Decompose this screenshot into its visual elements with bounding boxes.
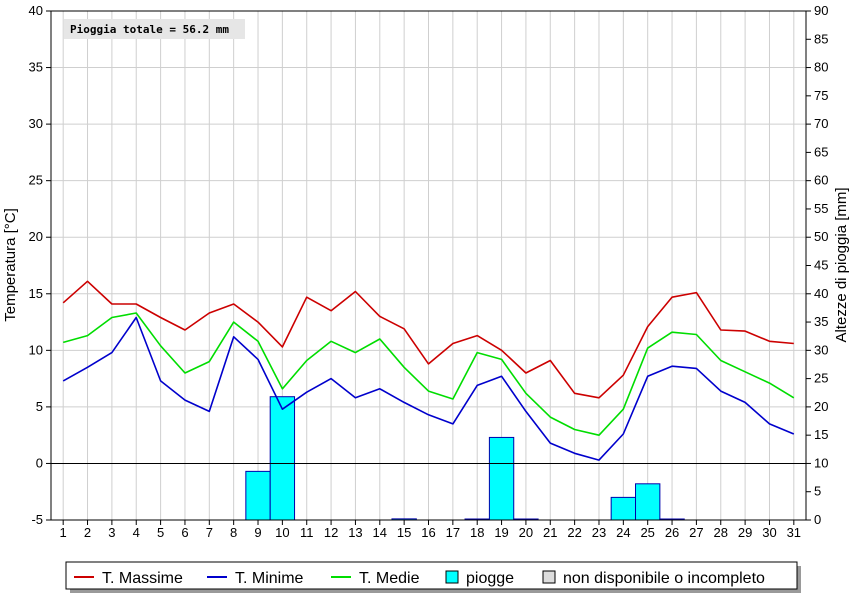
legend-swatch-non-disponibile-o-incompleto: [542, 570, 556, 584]
rain-bar: [269, 396, 296, 521]
x-tick-label: 27: [689, 525, 703, 540]
rain-bar: [488, 436, 515, 521]
x-tick-label: 4: [133, 525, 140, 540]
y-right-tick-label: 60: [814, 173, 828, 188]
annotation-text: Pioggia totale = 56.2 mm: [70, 23, 229, 36]
x-tick-label: 2: [84, 525, 91, 540]
y-right-tick-label: 30: [814, 342, 828, 357]
y-right-tick-label: 85: [814, 31, 828, 46]
legend-label-t-minime: T. Minime: [235, 570, 304, 587]
y-left-tick-label: 35: [29, 60, 43, 75]
y-right-tick-label: 70: [814, 116, 828, 131]
x-tick-label: 6: [181, 525, 188, 540]
y-right-tick-label: 35: [814, 314, 828, 329]
x-tick-label: 16: [421, 525, 435, 540]
x-tick-label: 5: [157, 525, 164, 540]
x-tick-label: 10: [275, 525, 289, 540]
y-right-tick-label: 25: [814, 371, 828, 386]
legend-label-t-medie: T. Medie: [359, 570, 420, 587]
y-left-tick-label: 30: [29, 116, 43, 131]
x-tick-label: 20: [519, 525, 533, 540]
y-right-tick-label: 90: [814, 3, 828, 18]
x-tick-label: 29: [738, 525, 752, 540]
y-left-tick-label: -5: [31, 512, 43, 527]
x-tick-label: 1: [60, 525, 67, 540]
y-left-tick-label: 25: [29, 173, 43, 188]
x-tick-label: 31: [787, 525, 801, 540]
x-tick-label: 9: [254, 525, 261, 540]
x-tick-label: 21: [543, 525, 557, 540]
y-right-tick-label: 5: [814, 484, 821, 499]
x-tick-label: 13: [348, 525, 362, 540]
series-line-t-massime: [62, 280, 794, 399]
rain-bar: [635, 483, 661, 521]
rain-bar: [610, 496, 637, 521]
x-tick-label: 22: [567, 525, 581, 540]
y-right-tick-label: 50: [814, 229, 828, 244]
y-right-tick-label: 10: [814, 455, 828, 470]
temperature-lines: [62, 280, 795, 461]
y-right-tick-label: 65: [814, 144, 828, 159]
x-tick-label: 8: [230, 525, 237, 540]
legend-label-piogge: piogge: [466, 570, 514, 587]
grid: [51, 11, 806, 520]
series-line-t-minime: [62, 316, 795, 461]
x-tick-label: 7: [206, 525, 213, 540]
x-tick-label: 17: [446, 525, 460, 540]
legend-label-non-disponibile-o-incompleto: non disponibile o incompleto: [563, 570, 765, 587]
y-left-tick-label: 5: [36, 399, 43, 414]
x-tick-label: 23: [592, 525, 606, 540]
y-left-tick-label: 20: [29, 229, 43, 244]
x-tick-label: 24: [616, 525, 630, 540]
y-axis-left-title: Temperatura [°C]: [2, 208, 19, 322]
x-tick-label: 25: [640, 525, 654, 540]
legend-label-t-massime: T. Massime: [102, 570, 183, 587]
rain-bars: [245, 396, 685, 521]
y-right-tick-label: 55: [814, 201, 828, 216]
x-tick-label: 30: [762, 525, 776, 540]
rain-bar: [245, 470, 271, 521]
x-tick-label: 15: [397, 525, 411, 540]
x-tick-label: 11: [300, 525, 314, 540]
y-axis-right-title: Altezze di pioggia [mm]: [833, 187, 850, 342]
x-tick-label: 28: [714, 525, 728, 540]
x-tick-label: 3: [108, 525, 115, 540]
y-right-tick-label: 0: [814, 512, 821, 527]
legend-box: [65, 561, 798, 590]
y-left-tick-label: 10: [29, 342, 43, 357]
y-left-tick-label: 0: [36, 455, 43, 470]
y-right-tick-label: 20: [814, 399, 828, 414]
x-tick-label: 19: [494, 525, 508, 540]
axis-ticks: -505101520253035400510152025303540455055…: [29, 3, 829, 540]
total-rain-annotation: Pioggia totale = 56.2 mm: [64, 19, 245, 39]
x-tick-label: 14: [373, 525, 387, 540]
legend-swatch-piogge: [445, 570, 459, 584]
y-right-tick-label: 75: [814, 88, 828, 103]
x-tick-label: 26: [665, 525, 679, 540]
y-right-tick-label: 80: [814, 60, 828, 75]
y-right-tick-label: 45: [814, 258, 828, 273]
y-right-tick-label: 15: [814, 427, 828, 442]
y-left-tick-label: 40: [29, 3, 43, 18]
series-line-t-medie: [62, 312, 795, 437]
x-tick-label: 18: [470, 525, 484, 540]
legend: T. Massime T. Minime T. Medie piogge non dis…: [65, 561, 801, 593]
y-left-tick-label: 15: [29, 286, 43, 301]
x-tick-label: 12: [324, 525, 338, 540]
y-right-tick-label: 40: [814, 286, 828, 301]
annotation-box: [64, 19, 245, 39]
